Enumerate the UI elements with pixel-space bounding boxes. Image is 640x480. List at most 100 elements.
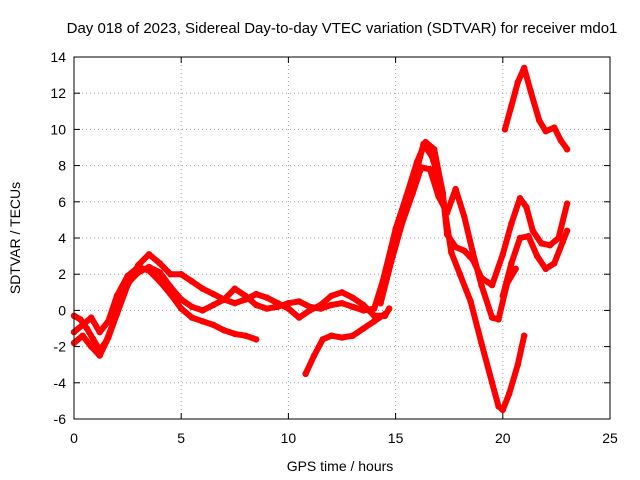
data-point [253, 290, 260, 298]
data-point [403, 193, 410, 200]
data-point [188, 278, 196, 285]
data-point [551, 124, 558, 131]
data-point [285, 305, 292, 312]
data-point [328, 301, 335, 309]
data-point [371, 305, 378, 312]
series-track-2 [70, 263, 260, 343]
data-point [409, 189, 416, 196]
data-point [79, 321, 86, 329]
data-point [167, 290, 174, 298]
data-point [533, 252, 541, 260]
data-point [381, 310, 389, 318]
x-tick-label: 10 [281, 430, 297, 446]
data-point [371, 318, 378, 325]
data-point [499, 292, 506, 300]
data-point [501, 126, 509, 133]
data-point [306, 303, 313, 310]
data-point [478, 339, 485, 347]
data-point [469, 256, 476, 263]
series-track-8 [501, 64, 571, 153]
data-point [231, 330, 238, 338]
series-track-7 [302, 310, 389, 377]
data-point [338, 289, 346, 296]
data-point [349, 303, 356, 310]
data-point [210, 321, 217, 329]
data-point [124, 281, 131, 289]
data-point [563, 146, 571, 153]
x-tick-label: 25 [602, 430, 618, 446]
data-point [263, 294, 271, 301]
data-point [508, 102, 515, 110]
data-point [452, 185, 459, 193]
data-point [105, 334, 112, 341]
grid [74, 57, 610, 419]
y-tick-label: 2 [58, 266, 66, 282]
data-point [386, 305, 393, 312]
x-tick-label: 5 [177, 430, 185, 446]
data-point [542, 265, 549, 272]
data-point [488, 314, 496, 321]
data-point [392, 225, 399, 233]
data-point [431, 146, 438, 153]
data-point [542, 128, 549, 135]
data-point [538, 240, 545, 247]
data-point [242, 292, 249, 300]
data-point [328, 292, 335, 300]
data-point [488, 281, 496, 289]
data-point [439, 189, 446, 196]
y-tick-label: -6 [54, 411, 67, 427]
data-point [456, 271, 464, 278]
data-point [156, 269, 163, 276]
data-point [551, 260, 558, 267]
data-point [274, 303, 281, 310]
data-point [448, 249, 455, 256]
data-point [295, 314, 303, 321]
data-point [559, 238, 566, 245]
data-point [220, 327, 228, 334]
data-point [178, 271, 185, 278]
data-point [88, 343, 95, 350]
data-point [199, 285, 206, 292]
data-point [516, 195, 524, 202]
data-point [105, 318, 112, 325]
data-point [422, 138, 429, 146]
data-point [253, 336, 260, 343]
data-point [210, 301, 217, 309]
data-point [521, 64, 528, 72]
data-point [523, 204, 530, 211]
axis-ticks: 0 5 10 15 20 25 -6 -4 -2 0 2 4 6 8 10 12 14 [50, 49, 618, 446]
data-point [199, 318, 206, 325]
data-point [360, 307, 367, 314]
data-point [488, 379, 496, 386]
data-point [546, 242, 554, 249]
series-line [381, 139, 571, 289]
x-axis-label: GPS time / hours [287, 458, 394, 474]
data-point [188, 303, 196, 310]
data-point [338, 334, 346, 341]
y-tick-label: 0 [58, 302, 66, 318]
data-point [263, 305, 271, 312]
data-point [199, 307, 206, 314]
y-tick-label: 8 [58, 158, 66, 174]
series-line [501, 64, 571, 153]
y-tick-label: 4 [58, 230, 66, 246]
data-point [317, 305, 324, 312]
data-point [135, 261, 142, 269]
data-point [495, 403, 502, 410]
data-point [145, 267, 153, 274]
data-point [563, 227, 571, 234]
chart-title: Day 018 of 2023, Sidereal Day-to-day VTE… [67, 20, 618, 37]
data-point [156, 278, 163, 285]
data-point [113, 292, 121, 300]
data-point [426, 166, 434, 173]
data-point [381, 271, 389, 278]
data-point [302, 370, 309, 377]
data-point [231, 285, 238, 292]
series-track-5 [381, 138, 571, 289]
data-point [514, 361, 521, 368]
data-point [557, 137, 564, 144]
data-point [210, 290, 217, 298]
data-point [113, 310, 121, 318]
data-point [360, 325, 367, 332]
data-point [529, 227, 536, 234]
